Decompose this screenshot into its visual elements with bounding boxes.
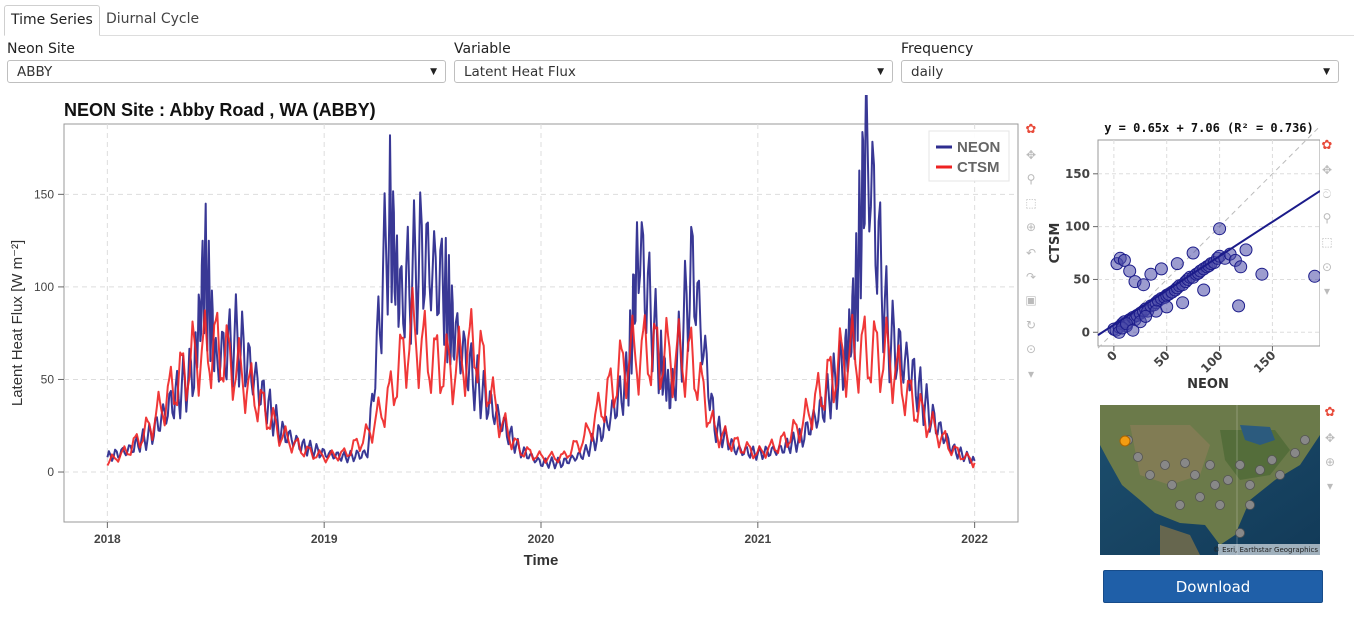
site-markers [1123,435,1310,538]
reset-icon[interactable]: ⊙ [1321,260,1333,274]
frequency-select[interactable]: daily ▼ [901,60,1339,83]
scatter-x-label: NEON [1187,377,1229,392]
series-line-neon [106,95,976,470]
y-tick-label: 100 [1065,220,1090,234]
x-tick-label: 2020 [528,532,555,546]
bokeh-logo-icon[interactable]: ✿ [1025,122,1037,137]
neon-site-label: Neon Site [7,41,75,57]
scatter-point [1170,257,1184,271]
scatter-y-label: CTSM [1048,223,1063,264]
box-zoom-icon[interactable]: ⚲ [1322,211,1332,225]
series-line-ctsm [106,286,976,469]
variable-select[interactable]: Latent Heat Flux ▼ [454,60,893,83]
hover-icon[interactable]: ▾ [1326,479,1334,493]
legend: NEON CTSM [928,130,1010,182]
regression-line [1097,190,1320,336]
frequency-field: Frequency daily ▼ [901,40,1339,83]
x-tick-label: 0 [1104,348,1120,364]
box-select-icon[interactable]: ⬚ [1321,235,1333,249]
x-axis-label: Time [524,552,559,569]
pan-icon[interactable]: ✥ [1321,163,1333,177]
undo-icon[interactable]: ↶ [1025,246,1037,260]
x-tick-label: 2019 [311,532,338,546]
scatter-point [1232,299,1246,313]
variable-value: Latent Heat Flux [464,64,576,80]
wheel-zoom-icon[interactable]: ⊕ [1324,455,1336,469]
frequency-label: Frequency [901,41,974,57]
hover-icon[interactable]: ▾ [1027,367,1035,381]
scatter-point [1160,300,1174,314]
frequency-value: daily [911,64,944,80]
tab-time-series[interactable]: Time Series [4,5,100,36]
scatter-point [1144,267,1158,281]
box-zoom-icon[interactable]: ⚲ [1026,172,1036,186]
crosshair-icon[interactable]: ⊙ [1025,342,1037,356]
x-tick-label: 2022 [961,532,988,546]
selected-site-marker[interactable] [1119,435,1131,447]
scatter-point [1234,260,1248,274]
tab-bar: Time Series Diurnal Cycle [4,5,1354,36]
scatter-point [1197,283,1211,297]
x-tick-label: 2018 [94,532,121,546]
one-to-one-line [1097,125,1320,349]
time-series-chart: NEON Site : Abby Road , WA (ABBY) 0 50 100… [9,95,1019,569]
download-button[interactable]: Download [1103,570,1323,603]
scatter-title: y = 0.65x + 7.06 (R² = 0.736) [1104,121,1314,135]
x-tick-label: 100 [1198,348,1226,376]
neon-site-field: Neon Site ABBY ▼ [7,40,446,83]
legend-neon-label: NEON [957,139,1000,156]
neon-site-select[interactable]: ABBY ▼ [7,60,446,83]
y-tick-label: 50 [1073,272,1090,286]
tab-diurnal-cycle[interactable]: Diurnal Cycle [106,11,200,27]
legend-ctsm-label: CTSM [957,159,1000,176]
reset-icon[interactable]: ↻ [1025,318,1037,332]
chevron-down-icon: ▼ [877,67,884,77]
scatter-point [1176,296,1190,310]
y-tick-label: 100 [34,280,54,294]
pan-icon[interactable]: ✥ [1025,148,1037,162]
y-tick-label: 50 [41,372,55,386]
chevron-down-icon: ▼ [1323,67,1330,77]
scatter-chart: y = 0.65x + 7.06 (R² = 0.736) 0 50 100 150 0… [1048,121,1320,392]
redo-icon[interactable]: ↷ [1025,270,1037,284]
scatter-point [1137,278,1150,292]
x-tick-label: 2021 [744,532,771,546]
bokeh-logo-icon[interactable]: ✿ [1324,405,1336,420]
scatter-point [1123,264,1137,278]
site-map[interactable]: © Esri, Earthstar Geographics [1100,405,1320,555]
variable-field: Variable Latent Heat Flux ▼ [454,40,893,83]
scatter-point [1186,246,1200,260]
chart-title: NEON Site : Abby Road , WA (ABBY) [64,100,376,120]
x-tick-label: 150 [1251,348,1279,376]
pan-icon[interactable]: ✥ [1324,431,1336,445]
save-icon[interactable]: ▣ [1025,293,1037,307]
neon-site-value: ABBY [17,64,53,80]
y-tick-label: 0 [1082,325,1090,339]
wheel-zoom-icon[interactable]: ⊕ [1025,220,1037,234]
scatter-point [1213,222,1227,236]
scatter-point [1239,243,1253,257]
scatter-point [1117,253,1131,267]
y-tick-label: 0 [47,465,54,479]
hover-icon[interactable]: ▾ [1323,284,1331,298]
scatter-point [1255,267,1269,281]
y-tick-label: 150 [34,187,54,201]
chevron-down-icon: ▼ [430,67,437,77]
lasso-select-icon[interactable]: ට [1322,187,1332,201]
y-tick-label: 150 [1065,167,1090,181]
box-select-icon[interactable]: ⬚ [1025,196,1037,210]
scatter-point [1308,269,1320,283]
x-tick-label: 50 [1151,348,1173,370]
map-attribution: © Esri, Earthstar Geographics [1213,546,1318,554]
scatter-point [1139,309,1153,323]
scatter-point [1126,323,1140,337]
variable-label: Variable [454,41,511,57]
bokeh-logo-icon[interactable]: ✿ [1321,138,1333,153]
scatter-point [1154,262,1168,276]
y-axis-label: Latent Heat Flux [W m⁻²] [9,240,26,406]
